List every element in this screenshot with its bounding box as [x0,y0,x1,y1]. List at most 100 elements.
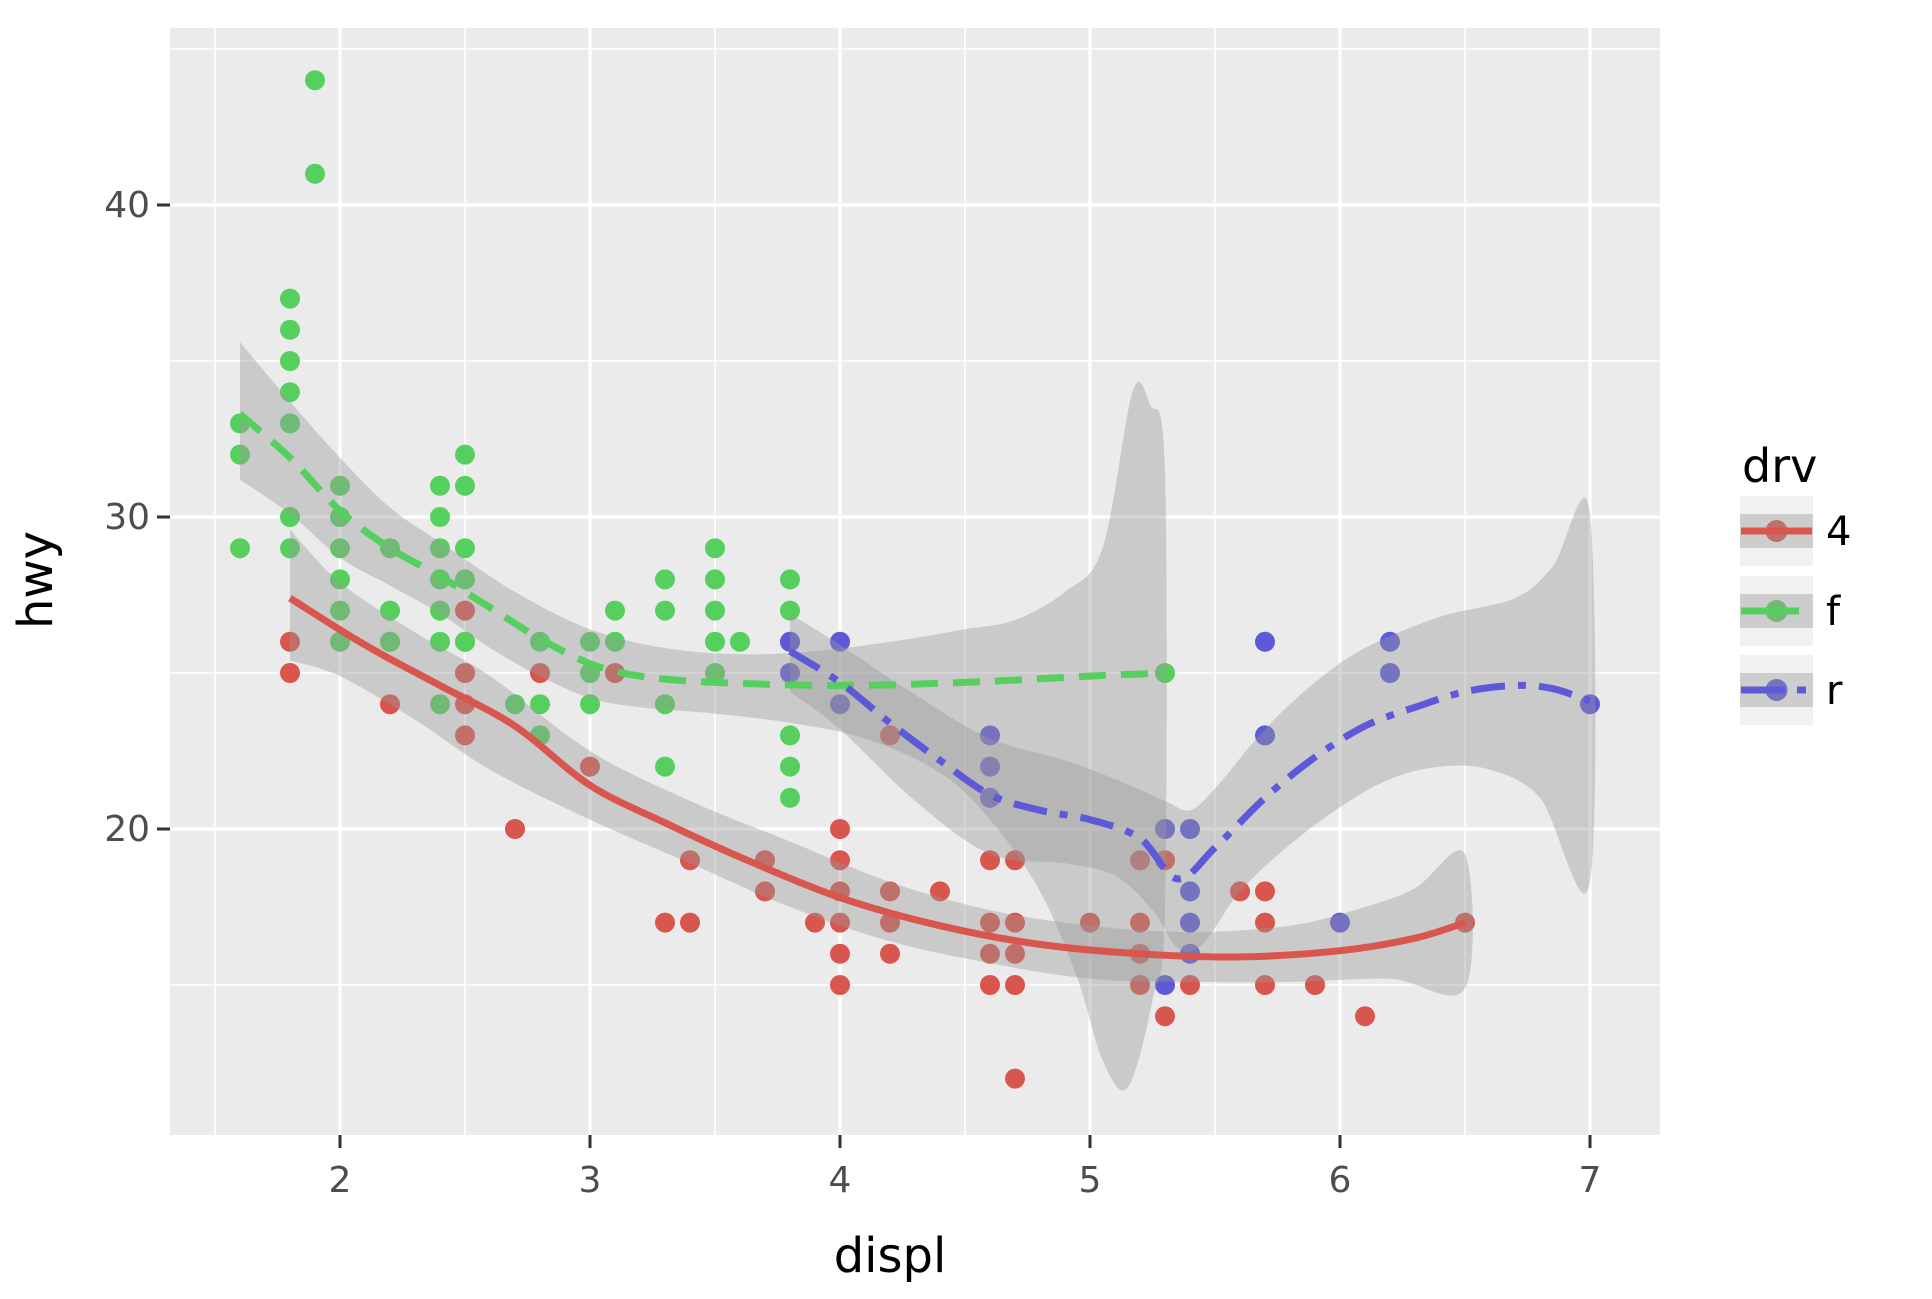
data-point-4 [1355,1006,1375,1027]
data-point-f [780,756,800,777]
x-tick-label: 2 [329,1160,352,1201]
data-point-f [280,351,300,371]
data-point-f [455,538,475,559]
data-point-r [1330,912,1350,933]
data-point-f [430,475,450,496]
x-axis: 2 3 4 5 6 7 [329,1135,1602,1201]
ci-ribbon-r [790,497,1596,952]
data-points [230,70,1600,1089]
data-point-f [430,631,450,652]
legend-label-4: 4 [1826,509,1851,555]
data-point-r [980,787,1000,808]
data-point-4 [1130,850,1150,871]
data-point-4 [280,663,300,683]
data-point-f [655,600,675,621]
data-point-f [780,787,800,808]
data-point-f [380,600,400,621]
y-tick-label: 40 [104,185,150,226]
data-point-f [430,694,450,715]
data-point-4 [1255,912,1275,933]
plot-panel [170,28,1660,1135]
data-point-f [380,631,400,652]
smooth-lines [237,411,1592,961]
legend-title: drv [1742,439,1817,493]
data-point-f [305,70,325,91]
data-point-f [280,413,300,434]
data-point-4 [980,912,1000,933]
data-point-4 [1180,975,1200,995]
data-point-4 [830,975,850,995]
data-point-4 [930,881,950,902]
data-point-4 [1230,881,1250,902]
data-point-4 [755,881,775,902]
data-point-f [280,507,300,527]
data-point-f [580,631,600,652]
data-point-f [655,569,675,590]
data-point-f [455,569,475,590]
smooth-line-4 [288,595,1467,961]
data-point-f [780,569,800,590]
data-point-4 [530,663,550,683]
data-point-4 [1005,850,1025,871]
data-point-4 [980,975,1000,995]
data-point-f [780,600,800,621]
smooth-line-f [237,411,1166,690]
data-point-r [1255,631,1275,652]
data-point-r [780,631,800,652]
data-point-r [1180,819,1200,839]
data-point-f [705,538,725,559]
data-point-f [730,631,750,652]
data-point-f [430,538,450,559]
data-point-4 [830,912,850,933]
data-point-f [705,663,725,683]
panel-background [170,28,1660,1135]
data-point-f [505,694,525,715]
data-point-4 [1005,1068,1025,1089]
x-tick-label: 7 [1579,1160,1602,1201]
data-point-f [605,631,625,652]
data-point-r [780,663,800,683]
data-point-f [705,600,725,621]
data-point-r [1380,663,1400,683]
data-point-4 [280,631,300,652]
data-point-4 [1255,975,1275,995]
data-point-r [1155,819,1175,839]
data-point-f [780,725,800,746]
x-tick-label: 3 [579,1160,602,1201]
legend: drv 4 fr [1740,439,1851,725]
data-point-f [280,288,300,309]
data-point-4 [455,600,475,621]
data-point-4 [380,694,400,715]
data-point-f [230,444,250,465]
data-point-r [1255,725,1275,746]
data-point-r [1180,912,1200,933]
data-point-4 [1005,912,1025,933]
data-point-f [655,756,675,777]
data-point-r [830,694,850,715]
ci-ribbon-f [240,342,1167,1091]
data-point-4 [1005,975,1025,995]
data-point-4 [880,943,900,964]
data-point-4 [980,943,1000,964]
data-point-4 [505,819,525,839]
data-point-f [330,475,350,496]
data-point-4 [805,912,825,933]
data-point-f [230,538,250,559]
data-point-r [1155,975,1175,995]
data-point-4 [1255,881,1275,902]
data-point-f [655,694,675,715]
data-point-f [705,631,725,652]
smooth-line-r [788,648,1592,883]
data-point-f [705,569,725,590]
data-point-4 [830,850,850,871]
data-point-4 [580,756,600,777]
y-axis-title: hwy [8,531,64,629]
data-point-f [330,538,350,559]
data-point-4 [980,850,1000,871]
data-point-4 [1130,975,1150,995]
data-point-r [980,756,1000,777]
x-axis-title: displ [834,1228,947,1284]
legend-label-r: r [1826,668,1843,714]
x-tick-label: 5 [1079,1160,1102,1201]
